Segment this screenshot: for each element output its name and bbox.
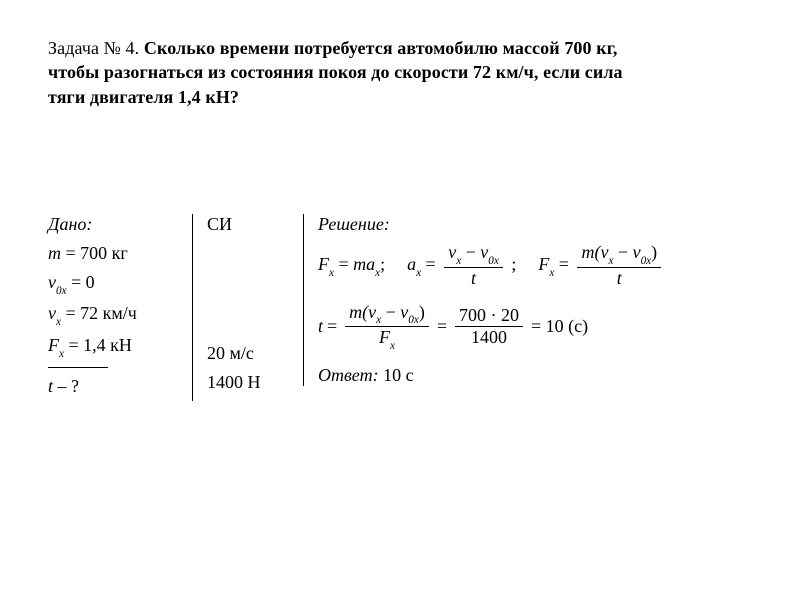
t-result: = 10 (с): [531, 316, 588, 337]
si-column: СИ 20 м/с 1400 Н: [192, 214, 303, 401]
problem-line-2: чтобы разогнаться из состояния покоя до …: [48, 62, 623, 82]
given-heading: Дано:: [48, 214, 178, 235]
given-divider: [48, 367, 108, 368]
solution-heading: Решение:: [318, 214, 738, 235]
given-vx: vx = 72 км/ч: [48, 303, 178, 327]
problem-statement: Задача № 4. Сколько времени потребуется …: [48, 36, 752, 109]
solution-column: Решение: Fx = max; ax = vx − v0x t ;: [303, 214, 752, 386]
problem-line-3: тяги двигателя 1,4 кН?: [48, 87, 239, 107]
given-force: Fx = 1,4 кН: [48, 335, 178, 359]
given-v0: v0x = 0: [48, 272, 178, 296]
si-force: 1400 Н: [207, 372, 289, 393]
si-vx: 20 м/с: [207, 343, 289, 364]
answer: Ответ: 10 с: [318, 365, 738, 386]
si-heading: СИ: [207, 214, 289, 235]
si-spacer: [207, 243, 289, 335]
equation-row-2: t = m(vx − v0x) Fx = 700 · 20 1400 = 10 …: [318, 303, 738, 352]
eq-a-def: ax = vx − v0x t ;: [407, 243, 516, 289]
equation-row-1: Fx = max; ax = vx − v0x t ; Fx = m(vx − …: [318, 243, 738, 289]
given-find: t – ?: [48, 376, 178, 397]
solution-body: Дано: m = 700 кг v0x = 0 vx = 72 км/ч Fx…: [48, 214, 752, 405]
fraction-t-num: 700 · 20 1400: [455, 306, 523, 349]
fraction-t-sym: m(vx − v0x) Fx: [345, 303, 429, 352]
fraction-a: vx − v0x t: [444, 243, 503, 289]
given-mass: m = 700 кг: [48, 243, 178, 264]
problem-line-1: Сколько времени потребуется автомобилю м…: [144, 38, 618, 58]
eq-F-expanded: Fx = m(vx − v0x) t: [538, 243, 665, 289]
fraction-F: m(vx − v0x) t: [577, 243, 661, 289]
problem-label: Задача № 4.: [48, 38, 144, 58]
page: Задача № 4. Сколько времени потребуется …: [0, 0, 800, 405]
given-column: Дано: m = 700 кг v0x = 0 vx = 72 км/ч Fx…: [48, 214, 192, 405]
eq-F-ma: Fx = max;: [318, 254, 385, 278]
